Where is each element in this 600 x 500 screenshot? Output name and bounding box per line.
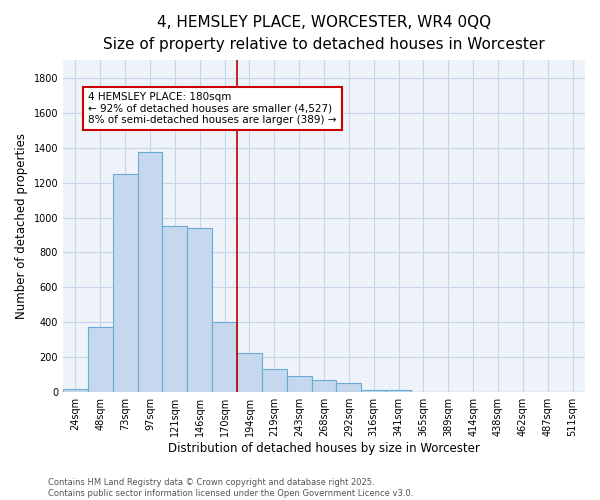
- Bar: [187, 228, 212, 392]
- Bar: [88, 326, 113, 392]
- Title: 4, HEMSLEY PLACE, WORCESTER, WR4 0QQ
Size of property relative to detached house: 4, HEMSLEY PLACE, WORCESTER, WR4 0QQ Siz…: [103, 15, 545, 52]
- Bar: [386, 390, 411, 392]
- Bar: [212, 322, 237, 392]
- Bar: [337, 382, 361, 392]
- Text: Contains HM Land Registry data © Crown copyright and database right 2025.
Contai: Contains HM Land Registry data © Crown c…: [48, 478, 413, 498]
- Y-axis label: Number of detached properties: Number of detached properties: [15, 134, 28, 320]
- Bar: [287, 376, 311, 392]
- Bar: [361, 390, 386, 392]
- Bar: [311, 380, 337, 392]
- Text: 4 HEMSLEY PLACE: 180sqm
← 92% of detached houses are smaller (4,527)
8% of semi-: 4 HEMSLEY PLACE: 180sqm ← 92% of detache…: [88, 92, 337, 125]
- Bar: [113, 174, 137, 392]
- Bar: [163, 226, 187, 392]
- Bar: [63, 388, 88, 392]
- Bar: [262, 370, 287, 392]
- Bar: [137, 152, 163, 392]
- X-axis label: Distribution of detached houses by size in Worcester: Distribution of detached houses by size …: [168, 442, 480, 455]
- Bar: [237, 353, 262, 392]
